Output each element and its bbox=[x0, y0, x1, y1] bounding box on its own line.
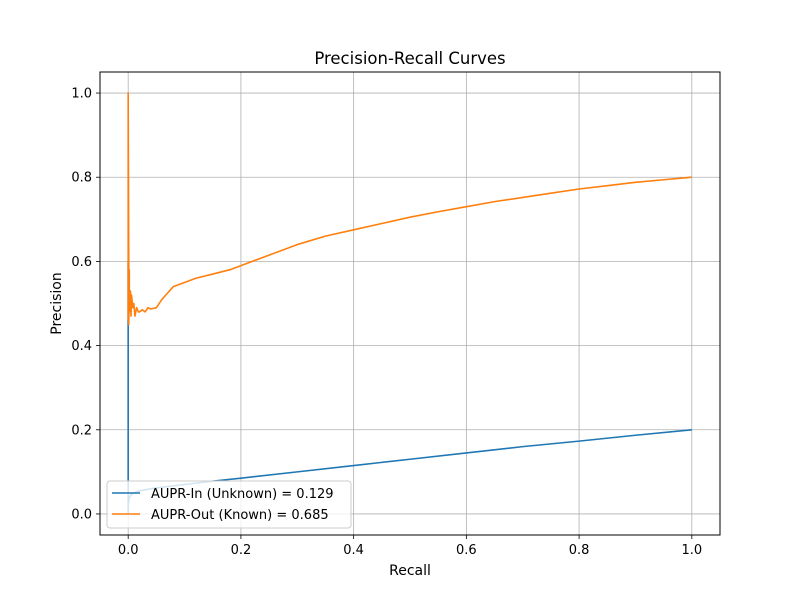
plot-frame bbox=[99, 71, 721, 536]
legend-label-aupr-in: AUPR-In (Unknown) = 0.129 bbox=[151, 487, 334, 502]
x-tick-label: 0.4 bbox=[343, 543, 364, 558]
series-line-aupr-out bbox=[127, 92, 692, 326]
x-tick-label: 1.0 bbox=[681, 543, 702, 558]
y-tick-label: 0.2 bbox=[71, 423, 92, 438]
chart-title: Precision-Recall Curves bbox=[314, 49, 505, 68]
x-axis-label: Recall bbox=[389, 563, 431, 579]
y-axis-label: Precision bbox=[49, 272, 65, 334]
legend: AUPR-In (Unknown) = 0.129 AUPR-Out (Know… bbox=[106, 480, 352, 529]
x-tick-label: 0.8 bbox=[569, 543, 590, 558]
legend-box bbox=[106, 480, 352, 529]
y-tick-label: 0.0 bbox=[71, 507, 92, 522]
grid-lines bbox=[100, 72, 720, 535]
x-tick-label: 0.6 bbox=[456, 543, 477, 558]
legend-label-aupr-out: AUPR-Out (Known) = 0.685 bbox=[151, 508, 329, 523]
axis-ticks: 0.0 0.2 0.4 0.6 0.8 1.0 0.0 0.2 0.4 0.6 0.8 1.0 bbox=[71, 87, 702, 558]
x-tick-label: 0.2 bbox=[231, 543, 252, 558]
y-tick-label: 0.8 bbox=[71, 171, 92, 186]
y-tick-label: 0.6 bbox=[71, 255, 92, 270]
y-tick-label: 0.4 bbox=[71, 339, 92, 354]
x-tick-label: 0.0 bbox=[118, 543, 139, 558]
y-tick-label: 1.0 bbox=[71, 87, 92, 102]
